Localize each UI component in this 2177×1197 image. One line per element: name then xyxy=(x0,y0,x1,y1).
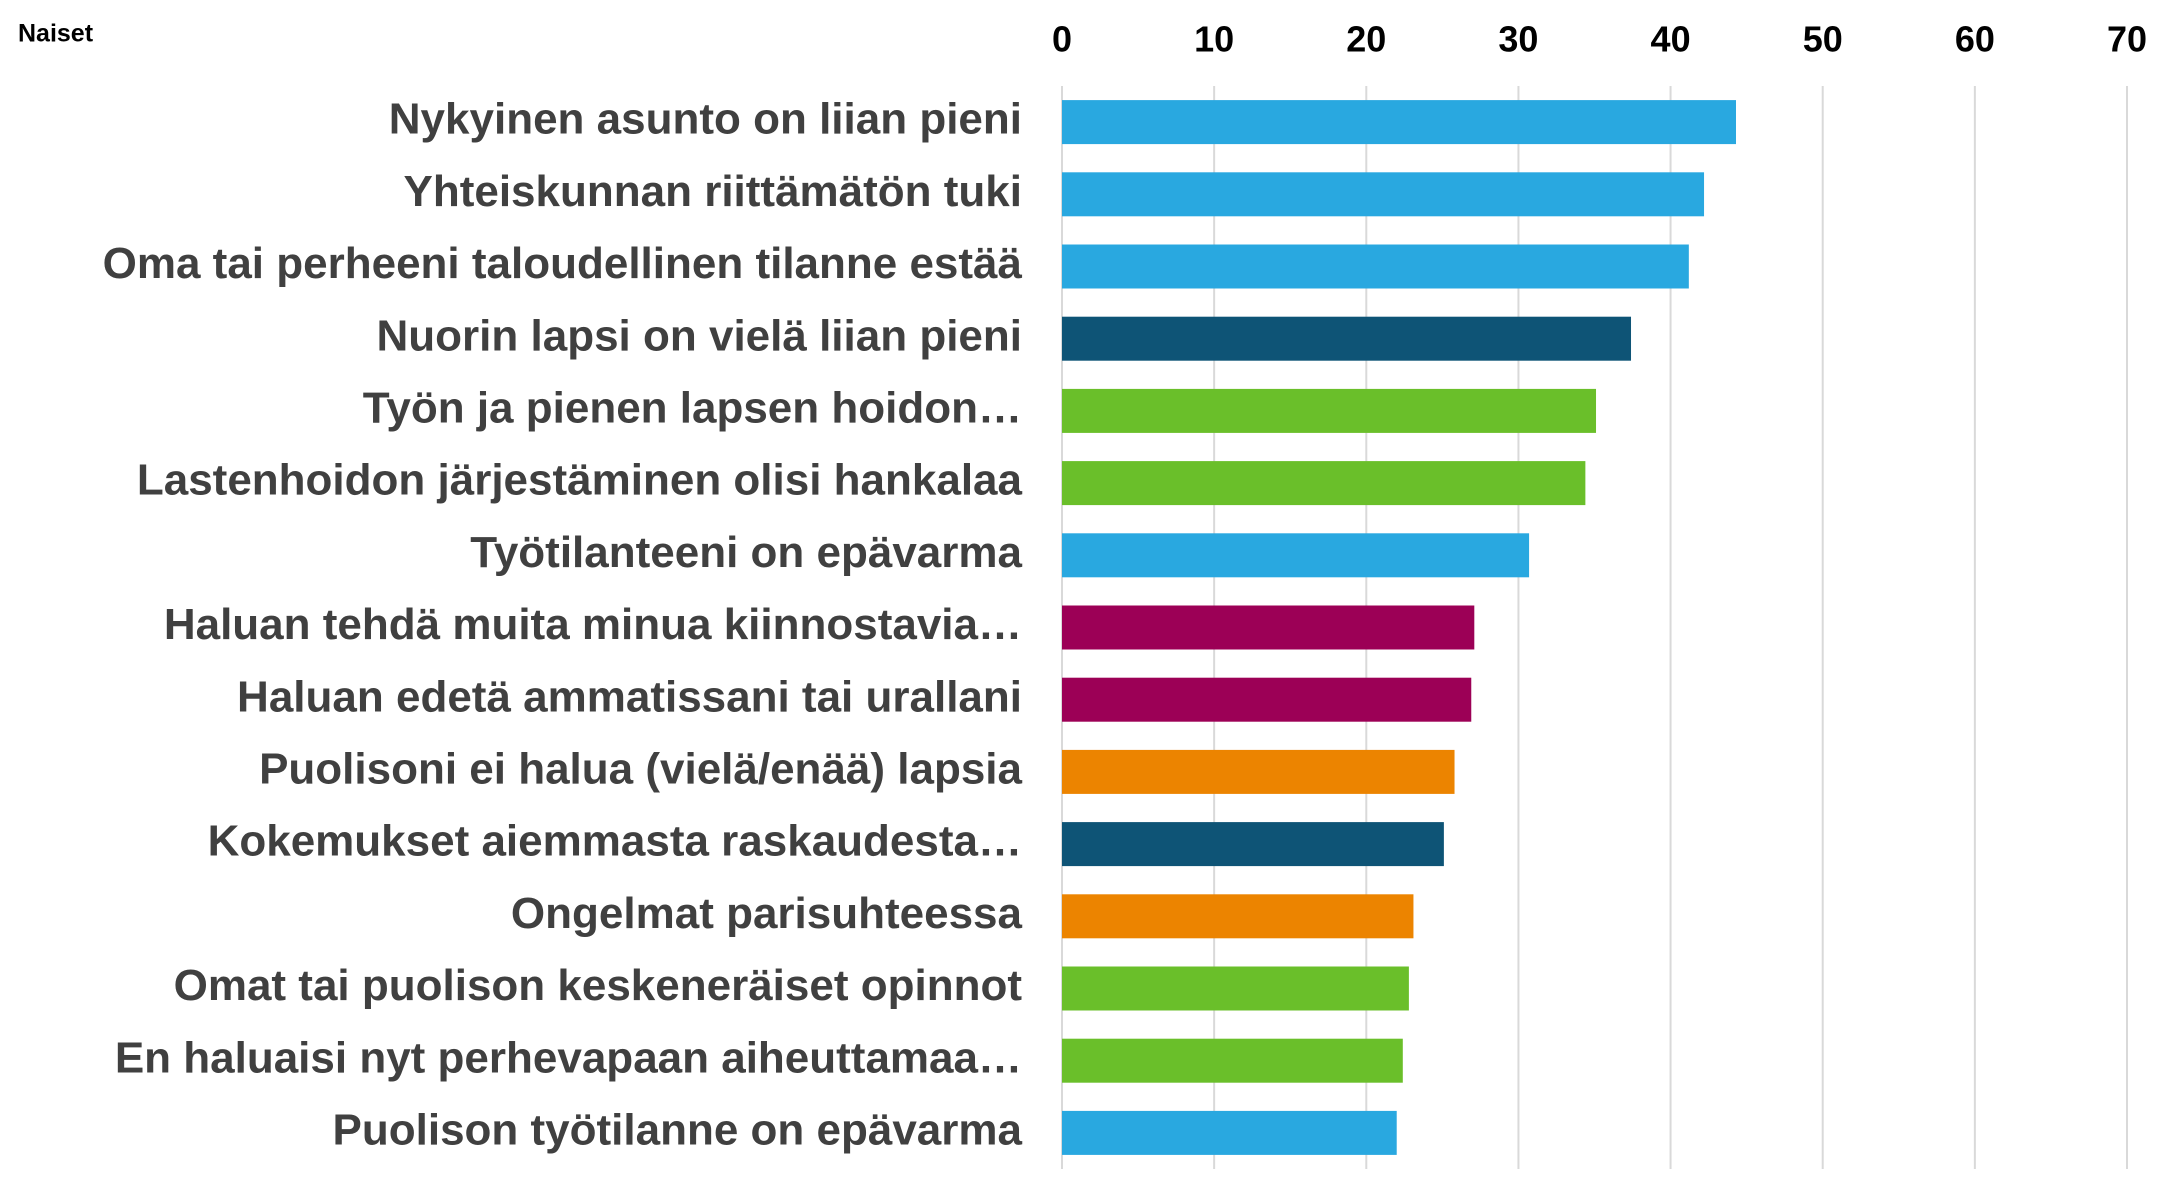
x-tick-label: 40 xyxy=(1651,19,1691,60)
category-label: Ongelmat parisuhteessa xyxy=(511,889,1023,938)
category-label: Kokemukset aiemmasta raskaudesta… xyxy=(208,817,1022,866)
x-tick-label: 50 xyxy=(1803,19,1843,60)
chart-title: Naiset xyxy=(18,20,94,48)
category-label: Haluan edetä ammatissani tai urallani xyxy=(237,672,1022,721)
category-label: Nykyinen asunto on liian pieni xyxy=(389,95,1022,144)
bar xyxy=(1062,822,1444,867)
bar xyxy=(1062,316,1632,361)
category-label: Nuorin lapsi on vielä liian pieni xyxy=(377,311,1022,360)
bar xyxy=(1062,1110,1397,1155)
bar xyxy=(1062,966,1409,1011)
bar xyxy=(1062,461,1586,506)
category-label: Puolison työtilanne on epävarma xyxy=(333,1106,1023,1155)
category-label: Puolisoni ei halua (vielä/enää) lapsia xyxy=(259,745,1022,794)
bar xyxy=(1062,172,1705,217)
x-tick-label: 0 xyxy=(1052,19,1072,60)
x-tick-label: 20 xyxy=(1346,19,1386,60)
bar xyxy=(1062,533,1530,578)
x-tick-label: 30 xyxy=(1498,19,1538,60)
bar xyxy=(1062,1038,1403,1083)
x-tick-label: 10 xyxy=(1194,19,1234,60)
bar xyxy=(1062,749,1455,794)
category-label: Työn ja pienen lapsen hoidon… xyxy=(363,384,1022,433)
bar xyxy=(1062,100,1736,145)
bar xyxy=(1062,388,1597,433)
bar xyxy=(1062,894,1414,939)
bar xyxy=(1062,677,1472,722)
category-label: Yhteiskunnan riittämätön tuki xyxy=(403,167,1022,216)
bar xyxy=(1062,244,1689,289)
category-label: Haluan tehdä muita minua kiinnostavia… xyxy=(164,600,1022,649)
x-tick-label: 70 xyxy=(2107,19,2147,60)
category-label: Oma tai perheeni taloudellinen tilanne e… xyxy=(103,239,1023,288)
category-label: En haluaisi nyt perhevapaan aiheuttamaa… xyxy=(115,1033,1022,1082)
category-label: Lastenhoidon järjestäminen olisi hankala… xyxy=(137,456,1023,505)
x-tick-label: 60 xyxy=(1955,19,1995,60)
category-label: Omat tai puolison keskeneräiset opinnot xyxy=(174,961,1023,1010)
category-label: Työtilanteeni on epävarma xyxy=(470,528,1022,577)
bar xyxy=(1062,605,1475,650)
